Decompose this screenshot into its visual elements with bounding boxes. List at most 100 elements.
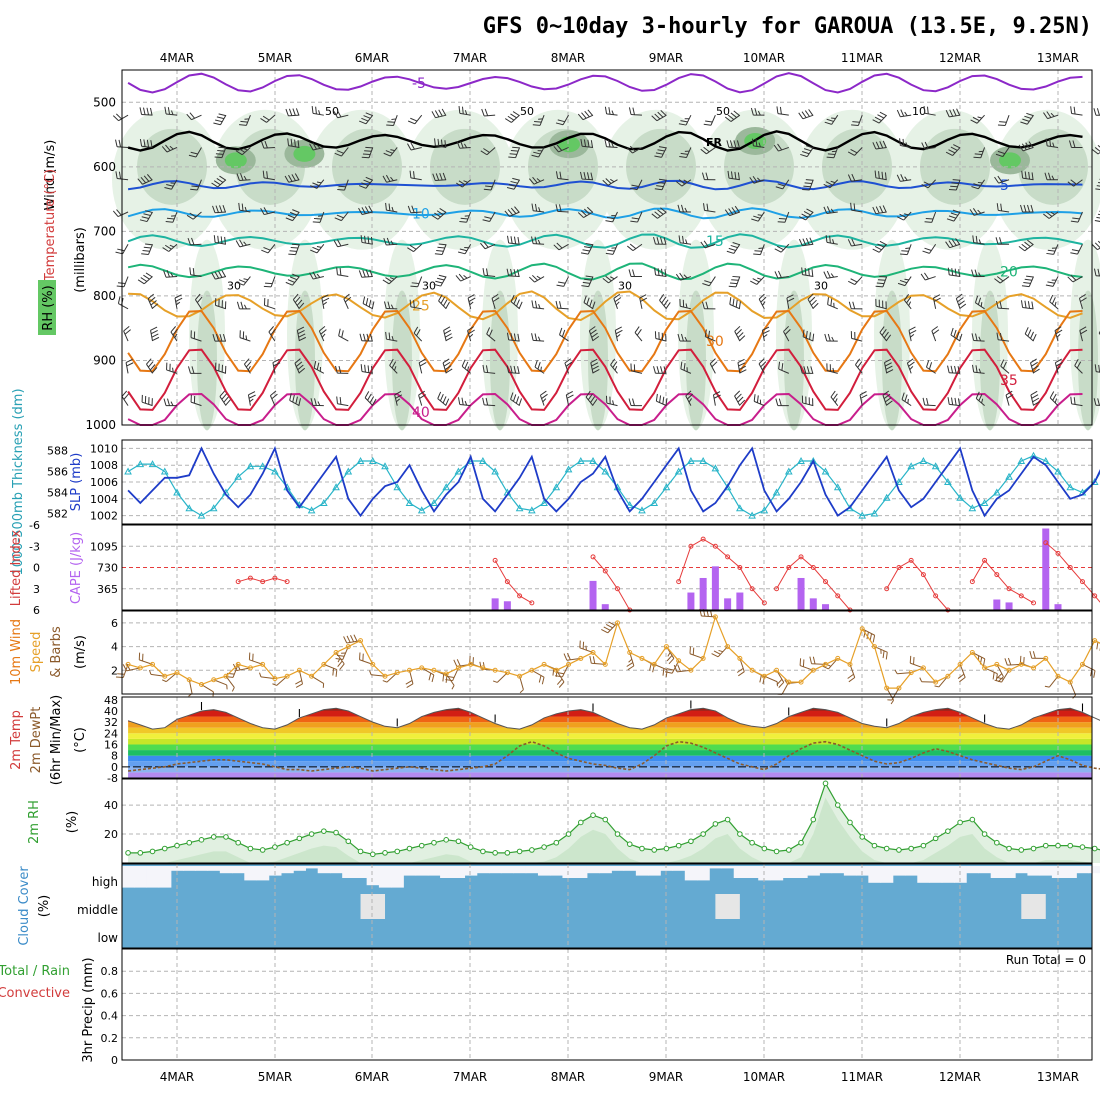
wind-barb <box>294 296 301 303</box>
high-cloud-gap <box>403 866 417 876</box>
cape-tick: 365 <box>97 583 118 596</box>
wind-barb <box>581 112 587 119</box>
wind-barb <box>613 293 621 299</box>
wind-barb <box>461 106 464 114</box>
wind-barb <box>738 301 741 309</box>
date-label: 11MAR <box>841 51 883 65</box>
wind-barb <box>125 358 133 363</box>
wind-barb <box>956 331 960 340</box>
wind-barb <box>631 217 640 220</box>
wind-barb <box>826 118 834 122</box>
wind-barb <box>264 211 276 216</box>
wind-barb <box>1020 300 1024 308</box>
wind-barb <box>190 243 202 246</box>
temp-axis-label: 2m DewPt <box>29 707 44 774</box>
precip-tick: 0.8 <box>101 965 119 978</box>
wind-barb <box>994 679 1002 683</box>
wind-barb <box>657 149 665 152</box>
wind-barb <box>750 107 754 116</box>
li-point <box>247 575 253 581</box>
wind-barb <box>190 337 202 342</box>
wind-barb <box>949 114 961 118</box>
wind-barb <box>238 148 246 153</box>
cape-axis-label: CAPE (J/kg) <box>69 532 84 604</box>
wind-barb <box>285 217 293 222</box>
wind-barb <box>313 360 317 369</box>
high-cloud-gap <box>195 866 209 871</box>
wind-barb <box>189 112 196 119</box>
wind-barb <box>1049 294 1054 302</box>
thickness-point <box>1041 456 1050 464</box>
wind-barb <box>1047 249 1056 252</box>
wind-barb <box>139 138 143 147</box>
rh2m-point <box>443 837 449 843</box>
wind-barb <box>727 114 735 120</box>
rh2m-point <box>700 831 706 837</box>
wind-barb <box>657 211 667 219</box>
wind-barb <box>1030 390 1038 396</box>
thickness-point <box>882 493 891 501</box>
wind-barb <box>896 109 901 117</box>
wind-speed-point <box>786 679 792 685</box>
wind-barb <box>759 675 762 683</box>
wind-barb <box>679 272 685 280</box>
max-marker: I <box>494 713 497 726</box>
wind-barb <box>1000 203 1003 211</box>
wind-barb <box>170 326 177 333</box>
wind-barb <box>657 111 664 118</box>
high-cloud-gap <box>391 866 404 888</box>
wind-speed-point <box>627 650 633 655</box>
rh2m-point <box>724 816 731 823</box>
wind-barb <box>933 297 941 302</box>
wind-barb <box>1022 146 1034 152</box>
wind-barb <box>701 301 705 309</box>
wind-barb <box>491 298 496 309</box>
wind-barb <box>248 394 256 399</box>
wind-barb <box>289 250 297 252</box>
wind-barb <box>724 116 732 122</box>
wind-barb <box>1072 217 1080 220</box>
wind-barb <box>460 276 471 282</box>
temp-contour-label: 30 <box>706 334 724 350</box>
wind-barb <box>518 301 523 309</box>
wind-barb <box>786 297 790 309</box>
wind-barb <box>806 147 814 157</box>
wind-barb <box>295 683 303 688</box>
wind-barb <box>826 270 831 278</box>
wind-barb <box>490 179 496 191</box>
rh2m-axis-label: (%) <box>65 811 80 834</box>
wind-barb <box>438 274 447 278</box>
wind-barb <box>634 332 643 342</box>
wind-speed-point <box>920 665 926 671</box>
high-cloud-gap <box>427 866 441 876</box>
wind-barb <box>823 206 828 214</box>
high-cloud-gap <box>121 866 135 888</box>
high-cloud-gap <box>256 866 270 881</box>
wind-barb <box>777 221 785 223</box>
wind-barb <box>583 139 587 147</box>
wind-barb <box>457 397 461 405</box>
wind-barb <box>359 333 363 341</box>
wind-barb <box>553 146 559 153</box>
wind-barb <box>364 150 372 152</box>
wind-barb <box>685 303 688 309</box>
rh2m-point <box>553 839 560 846</box>
wind-barb <box>734 331 741 342</box>
wind-barb <box>561 329 566 337</box>
high-cloud-gap <box>146 866 160 888</box>
wind-barb <box>729 297 732 305</box>
wind-barb <box>238 279 246 283</box>
wind-barb <box>365 146 373 149</box>
wind-barb <box>879 326 885 333</box>
wind-barb <box>1027 329 1032 337</box>
wind-barb <box>760 244 765 255</box>
temp-contour-20 <box>127 262 1083 281</box>
wind-barb <box>805 179 814 181</box>
rh2m-point <box>1079 844 1086 850</box>
wind-barb <box>463 274 468 279</box>
wind-barb <box>310 185 318 189</box>
wind-barb <box>123 330 129 342</box>
wind-barb <box>774 271 779 279</box>
wind-barb <box>1054 398 1058 403</box>
high-cloud-gap <box>207 866 221 871</box>
